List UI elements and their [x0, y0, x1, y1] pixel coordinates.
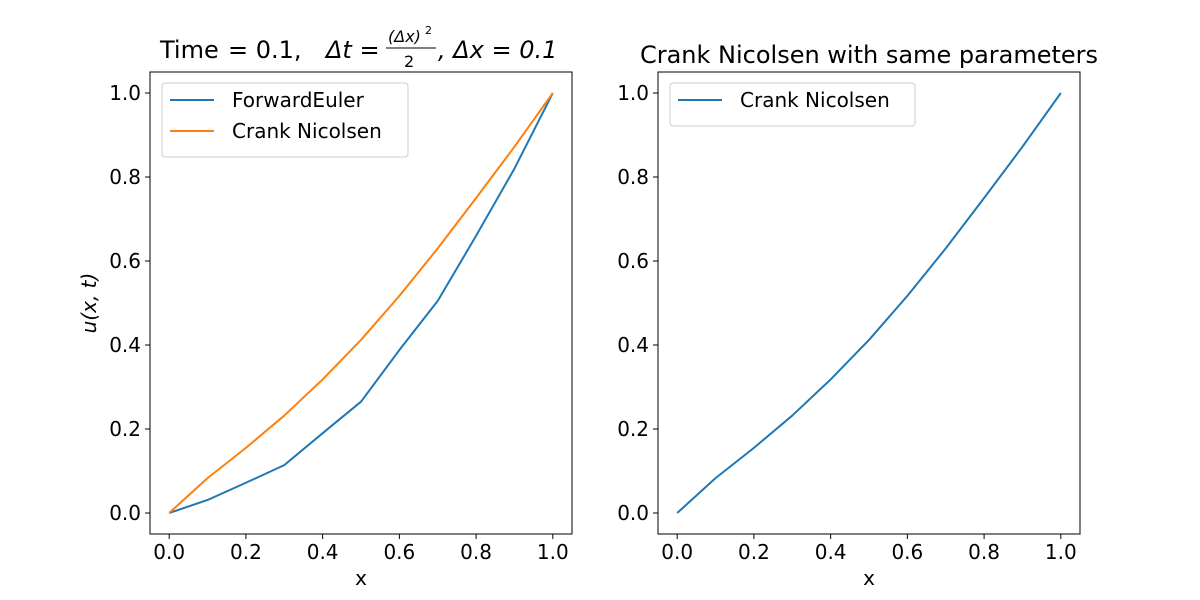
left-y-tick-label: 0.4 [109, 333, 141, 357]
left-x-tick-label: 0.8 [460, 540, 492, 564]
right-x-tick-label: 1.0 [1045, 540, 1077, 564]
left-x-tick-label: 0.2 [230, 540, 262, 564]
right-plot: 0.0 0.2 0.4 0.6 0.8 1.0 0.0 0.2 0.4 0.6 0.8 1.0 Cran… [617, 71, 1081, 564]
right-x-tick-label: 0.8 [968, 540, 1000, 564]
right-x-tick-label: 0.0 [661, 540, 693, 564]
left-y-tick-label: 0.2 [109, 417, 141, 441]
left-plot-title: Time = 0.1, Δt = (Δx) 2 2 , Δx = 0.1 [159, 24, 557, 71]
title-dt-numerator: (Δx) [388, 27, 421, 46]
title-dt-denominator: 2 [404, 52, 414, 71]
right-x-tick-label: 0.6 [891, 540, 923, 564]
left-y-tick-label: 0.8 [109, 165, 141, 189]
right-y-tick-label: 0.2 [617, 417, 649, 441]
right-plot-title: Crank Nicolsen with same parameters [640, 41, 1098, 69]
right-legend-label: Crank Nicolsen [740, 88, 890, 112]
right-y-tick-label: 0.4 [617, 333, 649, 357]
right-x-tick-label: 0.2 [738, 540, 770, 564]
left-y-tick-label: 0.6 [109, 249, 141, 273]
title-time-value: = 0.1, [228, 36, 302, 64]
title-dt-exponent: 2 [425, 24, 432, 37]
right-axes-frame [657, 71, 1081, 535]
left-legend-label: Crank Nicolsen [232, 119, 382, 143]
left-series-crank-nicolsen-line [168, 92, 554, 514]
left-x-tick-label: 0.6 [383, 540, 415, 564]
left-x-tick-label: 1.0 [537, 540, 569, 564]
left-legend [161, 82, 409, 158]
right-y-tick-label: 0.0 [617, 501, 649, 525]
left-legend-label: ForwardEuler [232, 88, 365, 112]
right-y-tick-label: 0.8 [617, 165, 649, 189]
title-dt-symbol: Δt = [324, 36, 380, 64]
left-series-forwardeuler-line [168, 92, 554, 514]
left-y-tick-label: 0.0 [109, 501, 141, 525]
right-legend [669, 82, 916, 127]
left-x-tick-label: 0.4 [307, 540, 339, 564]
left-axes-frame [149, 71, 573, 535]
left-y-axis-label: u(x, t) [77, 273, 101, 334]
left-y-tick-label: 1.0 [109, 81, 141, 105]
right-series-crank-nicolsen-line [676, 92, 1062, 514]
left-plot: 0.0 0.2 0.4 0.6 0.8 1.0 0.0 0.2 0.4 0.6 0.8 1.0 Forw… [109, 71, 573, 564]
left-x-tick-label: 0.0 [153, 540, 185, 564]
right-y-tick-label: 1.0 [617, 81, 649, 105]
right-x-axis-label: x [863, 566, 875, 590]
right-x-tick-label: 0.4 [815, 540, 847, 564]
title-dx-text: , Δx = 0.1 [438, 36, 557, 64]
left-x-axis-label: x [355, 566, 367, 590]
right-y-tick-label: 0.6 [617, 249, 649, 273]
title-time-label: Time [159, 36, 219, 64]
